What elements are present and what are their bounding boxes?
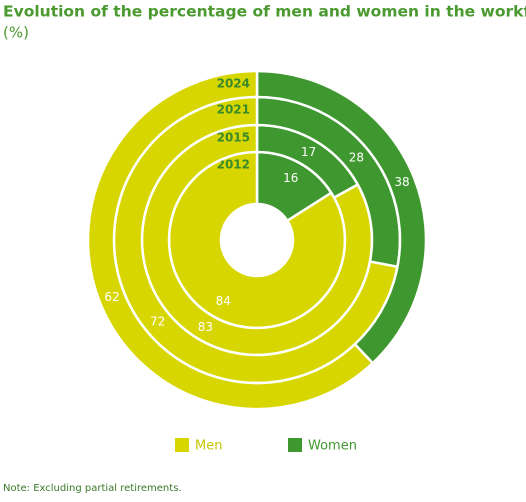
value-label: 17 (301, 145, 316, 159)
value-label: 83 (198, 320, 213, 334)
value-label: 38 (394, 175, 409, 189)
value-label: 72 (150, 315, 165, 329)
chart-subtitle: (%) (3, 24, 29, 42)
value-label: 84 (216, 294, 231, 308)
legend-swatch (288, 438, 302, 452)
value-label: 28 (349, 150, 364, 164)
year-label: 2024 (217, 77, 250, 91)
ring-segment (86, 69, 375, 411)
chart-title: Evolution of the percentage of men and w… (3, 3, 526, 21)
value-label: 62 (104, 290, 119, 304)
legend-label: Men (195, 439, 222, 454)
note: Note: Excluding partial retirements. (3, 483, 182, 494)
value-label: 16 (283, 171, 298, 185)
year-label: 2015 (217, 131, 250, 145)
legend-swatch (175, 438, 189, 452)
legend-label: Women (308, 439, 357, 454)
year-label: 2012 (217, 158, 250, 172)
year-label: 2021 (217, 103, 250, 117)
